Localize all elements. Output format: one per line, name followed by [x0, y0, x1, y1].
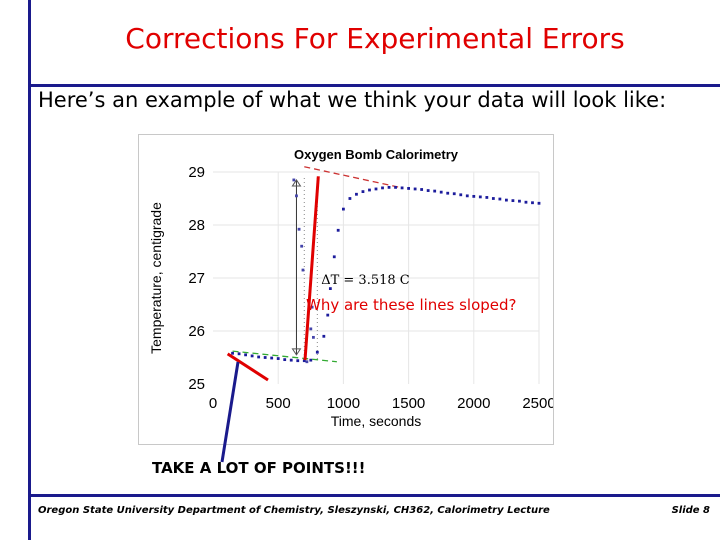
y-tick-label: 26: [188, 323, 205, 340]
data-point: [257, 356, 260, 359]
chart-title: Oxygen Bomb Calorimetry: [294, 147, 459, 162]
data-point: [414, 188, 417, 191]
x-tick-label: 2500: [522, 395, 553, 412]
x-tick-label: 500: [266, 395, 291, 412]
data-point: [440, 191, 443, 194]
slide-number: Slide 8: [672, 505, 710, 516]
x-tick-label: 0: [209, 395, 217, 412]
data-point: [485, 196, 488, 199]
data-point: [459, 193, 462, 196]
slide-subtitle: Here’s an example of what we think your …: [38, 88, 666, 112]
title-rule: [28, 84, 720, 87]
data-point: [479, 196, 482, 199]
chart-panel: 25 26 27 28 29 0 500 1000 1500 2000 2500 Oxygen Bom…: [138, 134, 554, 445]
data-point: [337, 229, 340, 232]
data-point: [277, 357, 280, 360]
data-point: [300, 245, 303, 248]
footer-credit: Oregon State University Department of Ch…: [38, 505, 550, 516]
data-point: [362, 190, 365, 193]
data-point: [316, 351, 319, 354]
data-point: [290, 359, 293, 362]
y-tick-label: 28: [188, 217, 205, 234]
data-point: [231, 352, 234, 355]
data-point: [401, 187, 404, 190]
data-point: [433, 190, 436, 193]
data-point: [518, 200, 521, 203]
data-point: [368, 189, 371, 192]
data-point: [270, 357, 273, 360]
data-point: [355, 193, 358, 196]
data-point: [283, 358, 286, 361]
data-point: [322, 335, 325, 338]
data-point: [244, 353, 247, 356]
data-point: [302, 269, 305, 272]
data-point: [326, 314, 329, 317]
data-point: [309, 327, 312, 330]
delta-t-label: ΔT = 3.518 C: [321, 273, 410, 288]
slide-title: Corrections For Experimental Errors: [30, 22, 720, 55]
data-point: [407, 187, 410, 190]
data-point: [446, 192, 449, 195]
data-point: [342, 208, 345, 211]
data-point: [427, 189, 430, 192]
data-point: [309, 359, 312, 362]
y-tick-label: 29: [188, 164, 205, 181]
x-tick-label: 1000: [327, 395, 360, 412]
data-point: [292, 179, 295, 182]
data-point: [538, 202, 541, 205]
y-axis-label: Temperature, centigrade: [148, 202, 164, 354]
data-point: [311, 306, 314, 309]
data-point: [375, 188, 378, 191]
data-point: [295, 194, 298, 197]
data-point: [498, 198, 501, 201]
data-point: [264, 356, 267, 359]
y-tick-label: 25: [188, 376, 205, 393]
data-point: [505, 199, 508, 202]
data-point: [349, 197, 352, 200]
data-point: [512, 199, 515, 202]
data-point: [312, 336, 315, 339]
data-point: [466, 194, 469, 197]
data-point: [531, 201, 534, 204]
x-tick-label: 2000: [457, 395, 490, 412]
data-point: [381, 187, 384, 190]
x-tick-label: 1500: [392, 395, 425, 412]
data-point: [394, 186, 397, 189]
data-point: [333, 255, 336, 258]
data-point: [492, 197, 495, 200]
data-point: [303, 359, 306, 362]
data-point: [420, 188, 423, 191]
fit-line-red: [304, 167, 402, 188]
x-axis-label: Time, seconds: [331, 413, 422, 429]
data-point: [298, 228, 301, 231]
footer-rule: [28, 494, 720, 497]
y-tick-label: 27: [188, 270, 205, 287]
data-point: [251, 355, 254, 358]
data-point: [525, 201, 528, 204]
data-point: [296, 359, 299, 362]
data-point: [472, 195, 475, 198]
data-point: [388, 186, 391, 189]
data-point: [453, 192, 456, 195]
data-point: [238, 352, 241, 355]
annotation-take-points: TAKE A LOT OF POINTS!!!: [152, 459, 366, 477]
left-rule: [28, 0, 31, 540]
data-point: [305, 360, 308, 363]
calorimetry-chart: 25 26 27 28 29 0 500 1000 1500 2000 2500 Oxygen Bom…: [139, 135, 553, 444]
data-point: [329, 287, 332, 290]
